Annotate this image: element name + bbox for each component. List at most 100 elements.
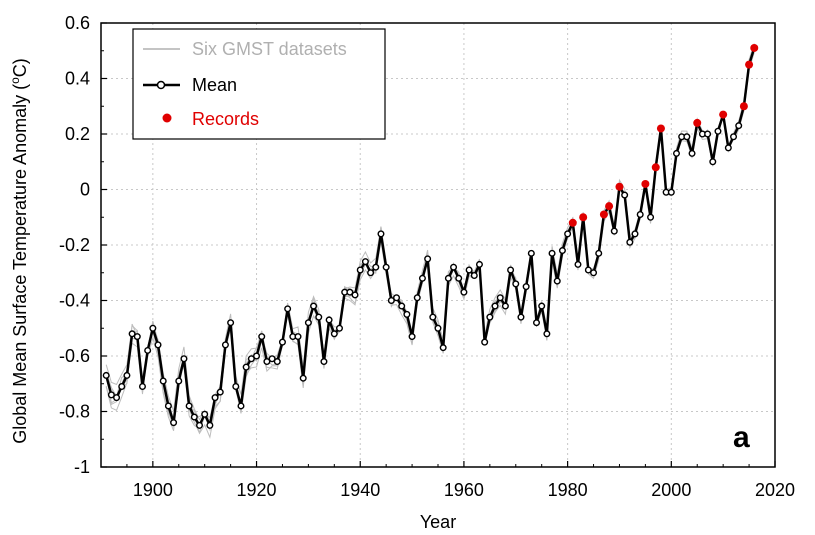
x-tick-label: 1940 [340,480,380,500]
mean-point [543,330,551,338]
legend-records-marker [162,113,172,123]
mean-point [372,263,380,271]
mean-point [258,333,266,341]
mean-point [470,272,478,280]
y-tick-label: -0.6 [59,346,90,366]
y-axis-title-degree: o [8,77,22,84]
mean-point [517,313,525,321]
mean-point [118,383,126,391]
x-tick-label: 1920 [237,480,277,500]
mean-point [268,355,276,363]
mean-point [636,210,644,218]
mean-point [253,352,261,360]
mean-point [444,274,452,282]
record-point [605,202,614,211]
mean-point [330,330,338,338]
mean-point [533,319,541,327]
grid [101,23,775,467]
y-axis-title-unit: C) [10,58,30,77]
mean-point [221,341,229,349]
y-axis-title: Global Mean Surface Temperature Anomaly … [8,58,30,444]
y-axis-title-main: Global Mean Surface Temperature Anomaly … [10,84,30,444]
record-point [615,182,624,191]
mean-point [688,149,696,157]
mean-point [595,249,603,257]
mean-point [242,363,250,371]
record-point [651,163,660,172]
mean-point [315,313,323,321]
mean-point [237,402,245,410]
mean-point [475,260,483,268]
mean-point [284,305,292,313]
mean-point [455,274,463,282]
mean-point [335,324,343,332]
mean-point [144,346,152,354]
mean-point [294,333,302,341]
mean-point [621,191,629,199]
axis-ticks: 1900 1920 1940 1960 1980 2000 2020 -1 -0.8 -0.6 -0… [59,13,795,500]
mean-point [216,388,224,396]
mean-point [201,410,209,418]
mean-point [325,316,333,324]
x-tick-label: 1900 [133,480,173,500]
mean-point [590,269,598,277]
mean-point [170,419,178,427]
record-point [739,102,748,111]
mean-point [159,377,167,385]
mean-point [361,258,369,266]
mean-point [465,266,473,274]
mean-point [724,144,732,152]
mean-point [486,313,494,321]
mean-point [626,238,634,246]
legend-datasets-label: Six GMST datasets [192,39,347,59]
mean-point [522,283,530,291]
mean-point [667,188,675,196]
x-tick-label: 2000 [651,480,691,500]
mean-point [450,263,458,271]
mean-series [102,44,758,429]
mean-point [429,313,437,321]
mean-point [278,338,286,346]
y-tick-label: 0.4 [65,69,90,89]
mean-point [206,421,214,429]
mean-point [460,288,468,296]
mean-point [175,377,183,385]
mean-point [574,260,582,268]
mean-point [367,269,375,277]
mean-point [418,274,426,282]
mean-point [377,230,385,238]
x-tick-label: 2020 [755,480,795,500]
mean-point [512,280,520,288]
mean-point [351,291,359,299]
record-point [599,210,608,219]
mean-point [735,122,743,130]
y-tick-label: 0.6 [65,13,90,33]
mean-point [154,341,162,349]
panel-label: a [733,421,750,454]
mean-point [138,383,146,391]
mean-point [196,421,204,429]
y-tick-label: -0.2 [59,235,90,255]
record-point [719,110,728,119]
mean-point [647,213,655,221]
mean-point [413,294,421,302]
mean-point [398,302,406,310]
record-point [656,124,665,133]
mean-point [107,391,115,399]
mean-point [299,374,307,382]
mean-point [190,413,198,421]
x-tick-label: 1980 [548,480,588,500]
mean-point [273,358,281,366]
mean-point [683,133,691,141]
mean-line [104,47,756,427]
legend-mean-marker [156,80,166,90]
mean-point [133,333,141,341]
x-axis-title: Year [420,512,456,532]
mean-point [548,249,556,257]
mean-point [232,383,240,391]
mean-point [672,149,680,157]
mean-point [227,319,235,327]
mean-point [496,294,504,302]
mean-point [180,355,188,363]
